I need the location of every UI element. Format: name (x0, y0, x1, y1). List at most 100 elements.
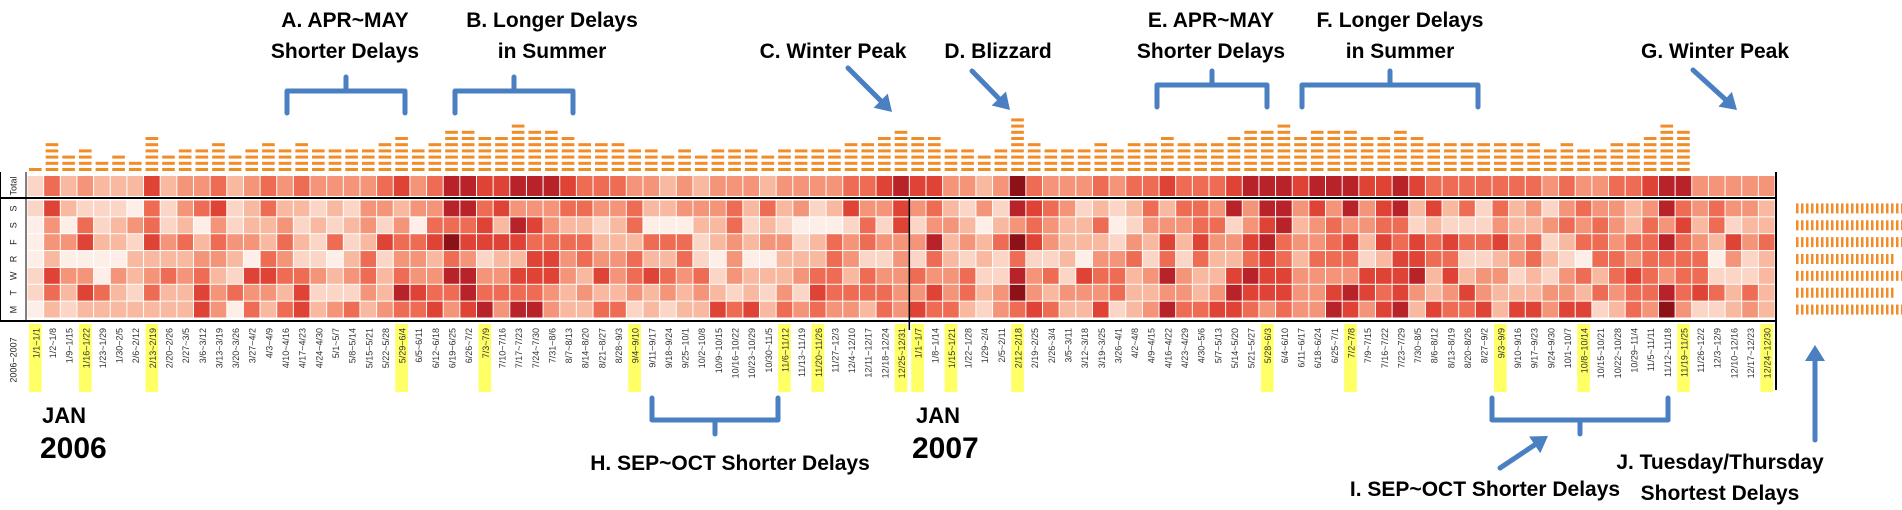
heat-cell (1043, 284, 1059, 301)
heat-cell (60, 284, 77, 301)
total-bar-segment (495, 137, 508, 140)
heat-cell (909, 251, 926, 267)
weekday-bar-segment (1866, 254, 1869, 264)
total-bar-segment (495, 143, 508, 147)
heat-cell (1159, 301, 1176, 318)
heat-cell (193, 284, 210, 301)
weekday-bar-segment (1851, 203, 1854, 214)
weekday-bar-segment (1816, 270, 1819, 281)
total-bar-segment (1277, 168, 1291, 171)
heat-cell (1492, 234, 1509, 251)
heat-cell (1642, 251, 1658, 267)
heat-cell (1009, 234, 1026, 251)
total-bar-segment (312, 161, 325, 165)
heat-cell (510, 200, 526, 217)
heat-cell (943, 234, 959, 251)
heat-cell (909, 284, 926, 301)
row-label: T (8, 289, 18, 295)
week-label: 10/8~10/14 (1580, 328, 1590, 373)
heat-cell (976, 267, 993, 284)
total-cell (193, 176, 210, 196)
heat-cell (776, 301, 793, 318)
heat-cell (227, 284, 243, 301)
heat-cell (260, 301, 277, 318)
total-bar-segment (195, 161, 209, 165)
heat-cell (676, 217, 693, 234)
heat-cell (210, 301, 227, 318)
total-bar-segment (1377, 149, 1391, 153)
heat-cell (809, 301, 826, 318)
heat-cell (1292, 267, 1309, 284)
total-bar-segment (794, 155, 808, 159)
heat-cell (1758, 284, 1775, 301)
total-cell (377, 176, 393, 196)
heat-cell (1459, 301, 1475, 318)
total-bar-segment (245, 155, 259, 159)
total-bar-segment (1593, 168, 1607, 171)
total-bar-segment (1477, 149, 1490, 153)
heat-cell (676, 267, 693, 284)
week-label: 5/29~6/4 (398, 328, 408, 363)
bracket-e (1154, 68, 1270, 110)
total-bar-segment (145, 149, 159, 153)
total-cell (1675, 176, 1692, 196)
total-bar-segment (1310, 149, 1324, 153)
heat-cell (1276, 234, 1292, 251)
heat-cell (726, 284, 743, 301)
week-label: 3/12~3/18 (1080, 328, 1090, 368)
heat-cell (1742, 200, 1758, 217)
heat-cell (1009, 200, 1026, 217)
heat-cell (693, 200, 710, 217)
total-bar-segment (1044, 168, 1058, 171)
total-bar-segment (112, 161, 125, 165)
heat-cell (327, 251, 343, 267)
heat-cell (560, 301, 576, 318)
weekday-bar-segment (1841, 203, 1844, 214)
total-bar-segment (245, 149, 259, 153)
heat-cell (343, 217, 360, 234)
total-bar-segment (1260, 130, 1274, 134)
heat-cell (127, 301, 144, 318)
total-cell (343, 176, 360, 196)
heat-cell (1259, 301, 1276, 318)
weekday-bar-segment (1836, 237, 1839, 248)
heat-cell (1309, 267, 1326, 284)
highlight-band (1760, 324, 1773, 392)
heat-cell (60, 267, 77, 284)
heat-cell (310, 301, 327, 318)
heat-cell (1625, 251, 1642, 267)
heat-cell (127, 284, 144, 301)
heat-cell (144, 284, 160, 301)
total-bar-segment (1177, 155, 1191, 159)
heat-cell (1592, 200, 1609, 217)
weekday-bar-segment (1886, 287, 1889, 298)
heat-cell (1226, 234, 1242, 251)
heat-cell (826, 251, 843, 267)
total-cell (144, 176, 160, 196)
weekday-bar-segment (1826, 237, 1829, 248)
heat-cell (1059, 217, 1076, 234)
heat-cell (993, 234, 1009, 251)
total-bar-segment (1610, 161, 1624, 165)
heat-cell (460, 251, 476, 267)
heat-cell (1592, 251, 1609, 267)
heat-cell (1425, 234, 1442, 251)
heat-cell (77, 251, 94, 267)
heat-cell (793, 251, 809, 267)
total-bar-segment (1161, 143, 1174, 147)
weekday-bar-segment (1876, 203, 1879, 214)
heat-cell (1192, 200, 1209, 217)
weekday-bar-segment (1816, 203, 1819, 214)
heat-cell (1658, 301, 1675, 318)
total-cell (1742, 176, 1758, 196)
total-cell (443, 176, 460, 196)
heat-cell (127, 234, 144, 251)
total-bar-segment (628, 168, 641, 171)
heat-cell (1192, 267, 1209, 284)
weekday-bar-segment (1801, 254, 1804, 264)
heat-cell (144, 217, 160, 234)
weekday-bar-segment (1836, 304, 1839, 315)
week-label: 2/19~2/25 (1030, 328, 1040, 368)
week-label: 1/8~1/14 (930, 328, 940, 363)
heat-cell (1425, 217, 1442, 234)
